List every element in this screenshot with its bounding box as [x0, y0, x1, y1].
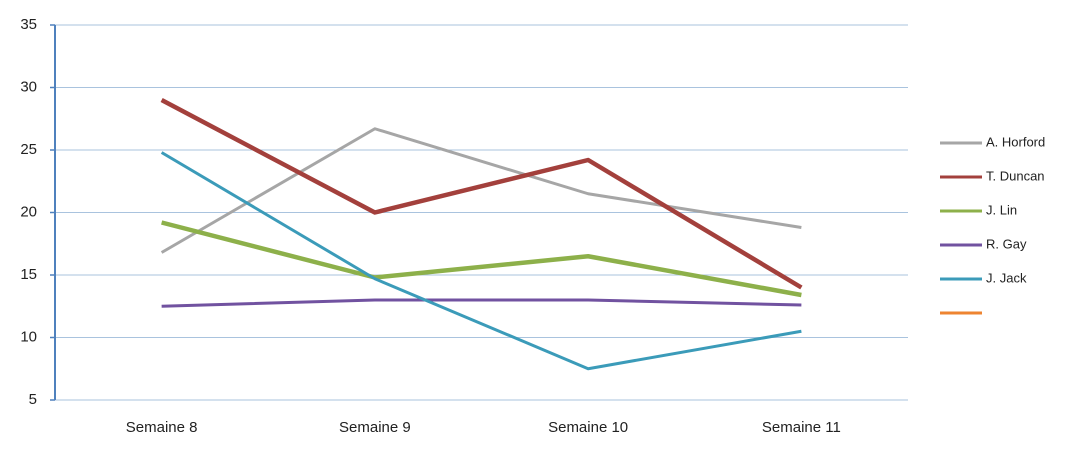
y-tick-label: 30: [20, 78, 37, 95]
legend-label: R. Gay: [986, 236, 1027, 251]
legend-label: T. Duncan: [986, 168, 1045, 183]
legend-label: J. Lin: [986, 202, 1017, 217]
series-line: [160, 98, 803, 290]
legend-label: A. Horford: [986, 134, 1045, 149]
series-line: [160, 127, 802, 254]
y-tick-label: 35: [20, 16, 37, 33]
legend-label: J. Jack: [986, 270, 1027, 285]
x-tick-label: Semaine 8: [126, 419, 198, 436]
y-tick-label: 25: [20, 141, 37, 158]
y-tick-label: 10: [20, 328, 37, 345]
y-tick-label: 15: [20, 266, 37, 283]
series-line: [161, 298, 802, 308]
x-tick-label: Semaine 9: [339, 419, 411, 436]
series-line: [160, 151, 802, 371]
x-tick-label: Semaine 10: [548, 419, 628, 436]
series-line: [161, 220, 802, 298]
y-tick-label: 5: [29, 391, 37, 408]
x-tick-label: Semaine 11: [762, 419, 841, 436]
y-tick-label: 20: [20, 203, 37, 220]
